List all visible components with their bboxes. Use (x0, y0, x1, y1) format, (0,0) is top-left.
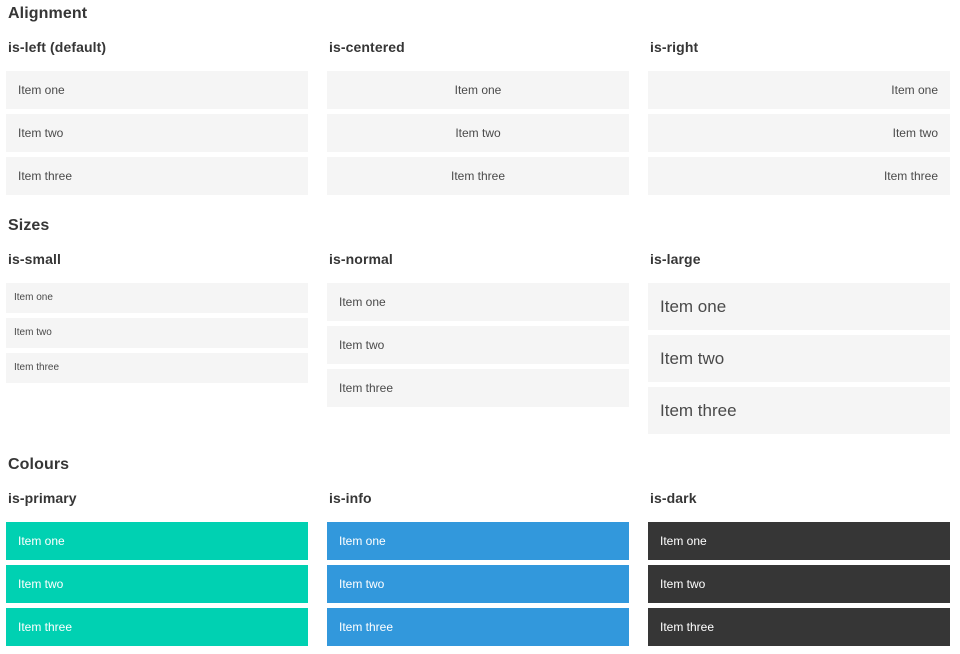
column-heading-is-large: is-large (650, 251, 701, 267)
list-item: Item one (327, 522, 629, 560)
block-list-small: Item one Item two Item three (6, 283, 308, 383)
list-item: Item two (327, 114, 629, 152)
list-item: Item two (327, 565, 629, 603)
column-is-right: is-right Item one Item two Item three (648, 40, 950, 200)
column-is-primary: is-primary Item one Item two Item three (6, 491, 308, 651)
block-list-right: Item one Item two Item three (648, 71, 950, 195)
list-item: Item one (327, 71, 629, 109)
list-item: Item one (6, 522, 308, 560)
list-item: Item three (327, 608, 629, 646)
section-title-sizes: Sizes (8, 217, 50, 234)
column-heading-is-left: is-left (default) (8, 39, 107, 55)
block-list-normal: Item one Item two Item three (327, 283, 629, 407)
section-title-colours: Colours (8, 456, 70, 473)
list-item: Item two (648, 335, 950, 382)
column-is-info: is-info Item one Item two Item three (327, 491, 629, 651)
block-list-centered: Item one Item two Item three (327, 71, 629, 195)
list-item: Item three (327, 157, 629, 195)
list-item: Item two (6, 318, 308, 348)
section-sizes: Sizes is-small Item one Item two Item th… (6, 217, 950, 439)
list-item: Item three (648, 157, 950, 195)
list-item: Item two (6, 565, 308, 603)
column-is-small: is-small Item one Item two Item three (6, 252, 308, 439)
column-heading-is-primary: is-primary (8, 490, 77, 506)
column-is-normal: is-normal Item one Item two Item three (327, 252, 629, 439)
column-heading-is-dark: is-dark (650, 490, 697, 506)
section-title-alignment: Alignment (8, 5, 88, 22)
list-item: Item one (648, 71, 950, 109)
list-item: Item three (6, 608, 308, 646)
section-colours: Colours is-primary Item one Item two Ite… (6, 456, 950, 651)
list-item: Item one (6, 71, 308, 109)
list-item: Item one (6, 283, 308, 313)
list-item: Item three (327, 369, 629, 407)
column-is-centered: is-centered Item one Item two Item three (327, 40, 629, 200)
list-item: Item three (6, 157, 308, 195)
column-heading-is-centered: is-centered (329, 39, 405, 55)
list-item: Item two (6, 114, 308, 152)
list-item: Item three (648, 608, 950, 646)
section-alignment: Alignment is-left (default) Item one Ite… (6, 5, 950, 200)
alignment-grid: is-left (default) Item one Item two Item… (6, 40, 950, 200)
list-item: Item one (648, 522, 950, 560)
block-list-info: Item one Item two Item three (327, 522, 629, 646)
list-item: Item one (327, 283, 629, 321)
column-heading-is-normal: is-normal (329, 251, 393, 267)
column-is-left: is-left (default) Item one Item two Item… (6, 40, 308, 200)
list-item: Item one (648, 283, 950, 330)
list-item: Item two (327, 326, 629, 364)
list-item: Item three (6, 353, 308, 383)
column-heading-is-right: is-right (650, 39, 699, 55)
component-demo-page: Alignment is-left (default) Item one Ite… (6, 5, 950, 651)
column-heading-is-small: is-small (8, 251, 61, 267)
list-item: Item two (648, 114, 950, 152)
column-is-large: is-large Item one Item two Item three (648, 252, 950, 439)
block-list-primary: Item one Item two Item three (6, 522, 308, 646)
column-is-dark: is-dark Item one Item two Item three (648, 491, 950, 651)
column-heading-is-info: is-info (329, 490, 372, 506)
list-item: Item two (648, 565, 950, 603)
colours-grid: is-primary Item one Item two Item three … (6, 491, 950, 651)
list-item: Item three (648, 387, 950, 434)
block-list-left: Item one Item two Item three (6, 71, 308, 195)
block-list-large: Item one Item two Item three (648, 283, 950, 434)
block-list-dark: Item one Item two Item three (648, 522, 950, 646)
sizes-grid: is-small Item one Item two Item three is… (6, 252, 950, 439)
